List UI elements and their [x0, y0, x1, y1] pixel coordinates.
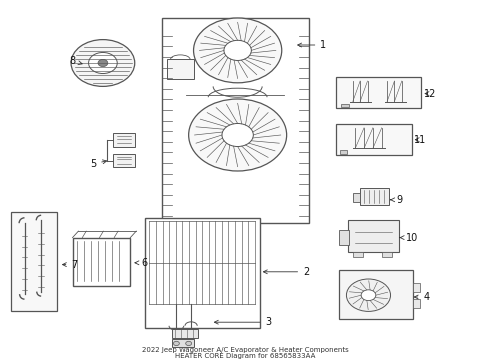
Circle shape	[89, 53, 117, 73]
Text: 1: 1	[298, 40, 326, 50]
Text: HEATER CORE Diagram for 68565833AA: HEATER CORE Diagram for 68565833AA	[175, 354, 315, 359]
Circle shape	[189, 99, 287, 171]
Bar	[348, 220, 399, 252]
Bar	[145, 218, 260, 328]
Bar	[339, 270, 413, 319]
Circle shape	[361, 290, 376, 301]
Bar	[11, 212, 57, 311]
Circle shape	[173, 341, 179, 346]
Bar	[353, 252, 363, 257]
Circle shape	[98, 59, 108, 67]
Bar	[336, 77, 421, 108]
Text: 12: 12	[424, 89, 437, 99]
Bar	[341, 104, 349, 107]
Bar	[162, 18, 309, 223]
Text: 2022 Jeep Wagoneer A/C Evaporator & Heater Components: 2022 Jeep Wagoneer A/C Evaporator & Heat…	[142, 347, 348, 353]
Circle shape	[222, 123, 253, 147]
Bar	[167, 59, 194, 79]
Bar	[353, 193, 360, 202]
Circle shape	[71, 40, 135, 86]
Bar	[340, 150, 347, 154]
Circle shape	[186, 341, 192, 346]
Bar	[382, 252, 392, 257]
Bar	[360, 188, 389, 205]
Bar	[413, 299, 420, 308]
Text: 7: 7	[63, 260, 77, 270]
Bar	[172, 339, 194, 347]
Text: 3: 3	[215, 317, 271, 327]
Text: 2: 2	[264, 267, 309, 277]
Circle shape	[346, 279, 391, 311]
Bar	[73, 238, 130, 286]
Bar	[113, 154, 135, 167]
Circle shape	[224, 40, 251, 60]
Bar	[113, 133, 135, 147]
Text: 8: 8	[70, 56, 82, 66]
Text: 11: 11	[414, 135, 426, 145]
Text: 10: 10	[400, 233, 417, 243]
Text: 6: 6	[135, 258, 147, 268]
Bar	[413, 283, 420, 292]
Text: 9: 9	[391, 195, 402, 205]
Bar	[172, 329, 198, 338]
Bar	[339, 230, 349, 245]
Text: 5: 5	[90, 159, 107, 169]
Bar	[336, 124, 412, 155]
Text: 4: 4	[415, 292, 429, 302]
Circle shape	[194, 18, 282, 83]
